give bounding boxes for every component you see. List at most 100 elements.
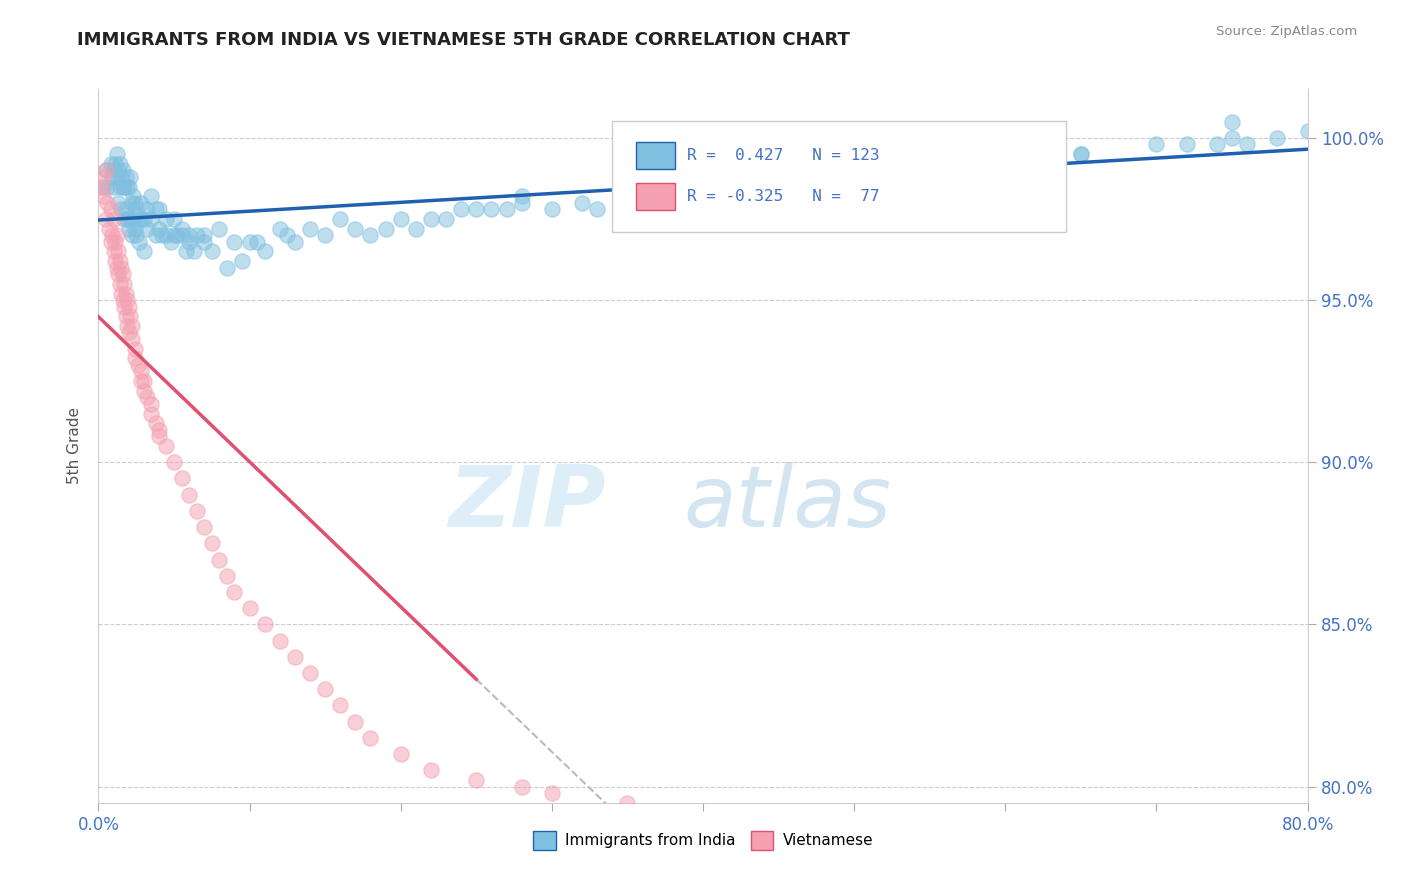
Point — [510, 780, 533, 794]
Point — [120, 169, 142, 184]
Point — [994, 147, 1017, 161]
Point — [108, 179, 131, 194]
Point — [186, 228, 208, 243]
Point — [115, 293, 138, 307]
Point — [239, 235, 262, 249]
Point — [112, 211, 135, 226]
Point — [965, 163, 987, 178]
Point — [110, 286, 132, 301]
Point — [111, 293, 134, 307]
Point — [90, 179, 112, 194]
Point — [124, 221, 146, 235]
Point — [148, 221, 170, 235]
Point — [107, 163, 129, 178]
Point — [105, 147, 128, 161]
Point — [100, 157, 122, 171]
Point — [135, 390, 157, 404]
Y-axis label: 5th Grade: 5th Grade — [67, 408, 83, 484]
Bar — [637, 142, 675, 169]
Point — [101, 169, 124, 184]
Point — [148, 202, 170, 217]
Point — [269, 221, 291, 235]
Point — [104, 235, 127, 249]
Point — [121, 332, 143, 346]
Point — [122, 189, 145, 203]
Point — [179, 488, 201, 502]
Point — [129, 364, 152, 378]
Point — [1070, 147, 1092, 161]
Point — [94, 163, 117, 178]
Point — [115, 318, 138, 333]
Point — [118, 221, 141, 235]
Point — [844, 163, 866, 178]
Point — [127, 358, 149, 372]
Point — [94, 211, 117, 226]
Point — [1296, 124, 1319, 138]
Point — [112, 277, 135, 291]
Point — [299, 666, 322, 681]
Point — [132, 211, 155, 226]
Point — [121, 318, 143, 333]
Point — [94, 163, 117, 178]
Point — [121, 228, 143, 243]
Point — [111, 179, 134, 194]
Point — [141, 189, 163, 203]
Point — [128, 211, 150, 226]
Point — [128, 235, 150, 249]
FancyBboxPatch shape — [613, 121, 1066, 232]
Point — [193, 235, 215, 249]
Text: Source: ZipAtlas.com: Source: ZipAtlas.com — [1216, 25, 1357, 38]
Point — [145, 202, 167, 217]
Point — [108, 254, 131, 268]
Point — [129, 211, 152, 226]
Point — [1024, 147, 1046, 161]
Point — [768, 179, 790, 194]
Point — [135, 221, 157, 235]
Point — [201, 244, 224, 259]
Legend: Immigrants from India, Vietnamese: Immigrants from India, Vietnamese — [527, 825, 879, 855]
Point — [284, 235, 307, 249]
Point — [284, 649, 307, 664]
Point — [118, 179, 141, 194]
Point — [112, 179, 135, 194]
Point — [155, 211, 177, 226]
Point — [110, 260, 132, 275]
Point — [344, 221, 367, 235]
Point — [110, 202, 132, 217]
Point — [420, 211, 443, 226]
Point — [155, 439, 177, 453]
Point — [434, 211, 457, 226]
Point — [124, 195, 146, 210]
Point — [124, 342, 146, 356]
Point — [193, 520, 215, 534]
Point — [661, 195, 683, 210]
Point — [118, 300, 141, 314]
Point — [1220, 114, 1243, 128]
Point — [179, 228, 201, 243]
Point — [96, 195, 118, 210]
Point — [129, 195, 152, 210]
Point — [163, 228, 186, 243]
Point — [132, 384, 155, 398]
Point — [420, 764, 443, 778]
Point — [360, 228, 382, 243]
Point — [1175, 137, 1198, 152]
Point — [215, 260, 238, 275]
Point — [91, 179, 114, 194]
Point — [495, 202, 517, 217]
Text: R = -0.325   N =  77: R = -0.325 N = 77 — [688, 189, 880, 203]
Point — [692, 179, 714, 194]
Point — [201, 536, 224, 550]
Point — [110, 169, 132, 184]
Point — [129, 374, 152, 388]
Text: ZIP: ZIP — [449, 461, 606, 545]
Bar — [637, 183, 675, 210]
Point — [98, 221, 121, 235]
Point — [103, 163, 125, 178]
Point — [91, 189, 114, 203]
Text: atlas: atlas — [683, 461, 891, 545]
Point — [124, 351, 146, 366]
Point — [918, 169, 941, 184]
Point — [179, 235, 201, 249]
Point — [125, 202, 148, 217]
